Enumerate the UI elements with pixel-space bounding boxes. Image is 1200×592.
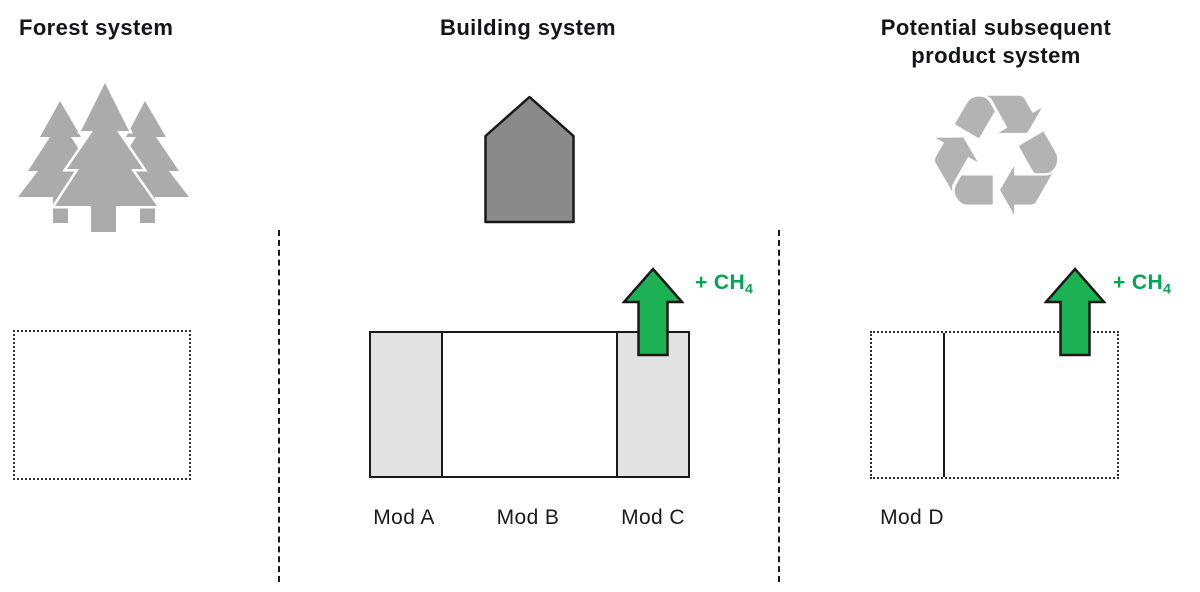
system-boundary-divider-right xyxy=(778,230,780,582)
module-d-label: Mod D xyxy=(880,506,944,529)
module-a-segment xyxy=(371,333,443,476)
module-c-label: Mod C xyxy=(621,506,685,529)
recycling-icon: ♻ xyxy=(906,58,1086,254)
methane-label-building: + CH4 xyxy=(695,271,753,297)
forest-system-title: Forest system xyxy=(19,15,174,40)
system-boundary-divider-left xyxy=(278,230,280,582)
subsequent-title-line2: product system xyxy=(911,43,1081,68)
module-a-label: Mod A xyxy=(373,506,435,529)
methane-label-subsequent: + CH4 xyxy=(1113,271,1171,297)
module-b-label: Mod B xyxy=(496,506,560,529)
up-arrow-shape xyxy=(1044,267,1106,357)
module-c-segment xyxy=(616,333,688,476)
methane-subscript: 4 xyxy=(1163,281,1172,298)
forest-module-box xyxy=(13,330,191,480)
module-d-divider-line xyxy=(943,333,945,477)
pine-tree-center xyxy=(50,81,162,235)
house-shape xyxy=(484,95,575,224)
up-arrow-shape xyxy=(622,267,684,357)
house-icon xyxy=(484,95,575,224)
subsequent-product-system-title: Potential subsequent product system xyxy=(846,14,1146,70)
recycle-glyph: ♻ xyxy=(920,58,1072,254)
methane-arrow-building xyxy=(622,267,684,357)
methane-formula: + CH xyxy=(695,271,746,294)
building-modules-box xyxy=(369,331,690,478)
methane-subscript: 4 xyxy=(745,281,754,298)
subsequent-title-line1: Potential subsequent xyxy=(880,15,1112,40)
building-system-title: Building system xyxy=(440,15,616,40)
methane-formula: + CH xyxy=(1113,271,1164,294)
pine-trees-icon xyxy=(18,81,189,235)
module-b-segment xyxy=(443,333,616,476)
methane-arrow-subsequent xyxy=(1044,267,1106,357)
